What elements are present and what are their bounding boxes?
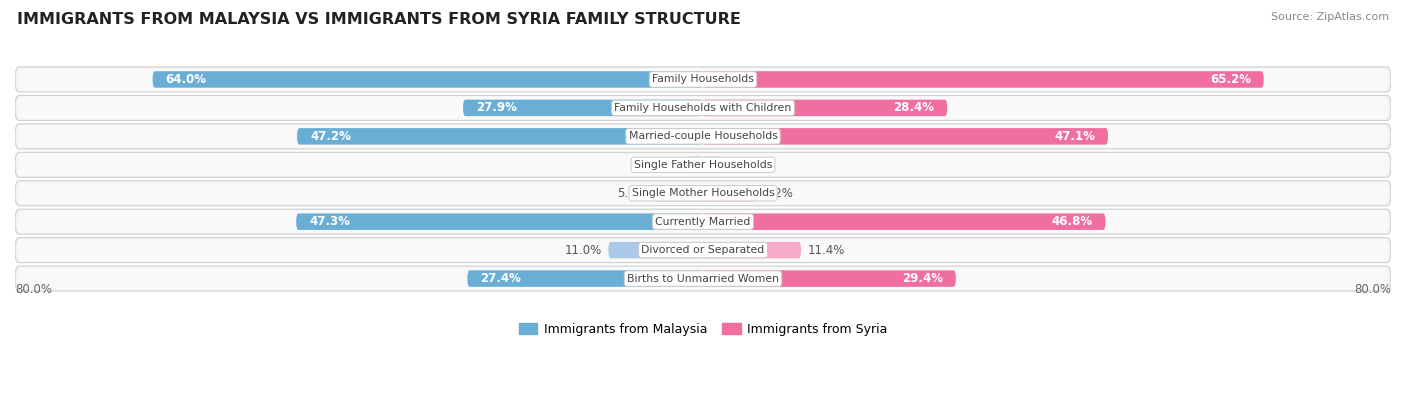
- Text: Births to Unmarried Women: Births to Unmarried Women: [627, 274, 779, 284]
- Text: Single Mother Households: Single Mother Households: [631, 188, 775, 198]
- FancyBboxPatch shape: [15, 124, 1391, 149]
- Text: Married-couple Households: Married-couple Households: [628, 132, 778, 141]
- FancyBboxPatch shape: [15, 266, 1391, 291]
- Text: Family Households: Family Households: [652, 75, 754, 85]
- Text: Divorced or Separated: Divorced or Separated: [641, 245, 765, 255]
- Text: 46.8%: 46.8%: [1052, 215, 1092, 228]
- Text: 29.4%: 29.4%: [901, 272, 943, 285]
- Text: 27.9%: 27.9%: [477, 102, 517, 115]
- FancyBboxPatch shape: [18, 125, 1388, 148]
- Text: 64.0%: 64.0%: [166, 73, 207, 86]
- FancyBboxPatch shape: [18, 68, 1388, 91]
- Text: 2.3%: 2.3%: [730, 158, 759, 171]
- FancyBboxPatch shape: [686, 156, 703, 173]
- Text: 5.7%: 5.7%: [617, 187, 647, 200]
- Text: Currently Married: Currently Married: [655, 217, 751, 227]
- Text: 47.3%: 47.3%: [309, 215, 350, 228]
- FancyBboxPatch shape: [703, 100, 948, 116]
- FancyBboxPatch shape: [18, 267, 1388, 290]
- Text: 2.0%: 2.0%: [650, 158, 679, 171]
- Text: 11.0%: 11.0%: [564, 244, 602, 257]
- FancyBboxPatch shape: [467, 270, 703, 287]
- FancyBboxPatch shape: [703, 213, 1105, 230]
- FancyBboxPatch shape: [15, 238, 1391, 263]
- FancyBboxPatch shape: [15, 67, 1391, 92]
- Legend: Immigrants from Malaysia, Immigrants from Syria: Immigrants from Malaysia, Immigrants fro…: [513, 318, 893, 341]
- Text: 80.0%: 80.0%: [15, 283, 52, 295]
- FancyBboxPatch shape: [15, 181, 1391, 206]
- Text: 28.4%: 28.4%: [893, 102, 935, 115]
- FancyBboxPatch shape: [703, 156, 723, 173]
- Text: 6.2%: 6.2%: [763, 187, 793, 200]
- FancyBboxPatch shape: [297, 128, 703, 145]
- FancyBboxPatch shape: [703, 270, 956, 287]
- FancyBboxPatch shape: [18, 153, 1388, 176]
- FancyBboxPatch shape: [609, 242, 703, 258]
- Text: 27.4%: 27.4%: [481, 272, 522, 285]
- FancyBboxPatch shape: [463, 100, 703, 116]
- FancyBboxPatch shape: [297, 213, 703, 230]
- Text: 80.0%: 80.0%: [1354, 283, 1391, 295]
- FancyBboxPatch shape: [703, 242, 801, 258]
- Text: Source: ZipAtlas.com: Source: ZipAtlas.com: [1271, 12, 1389, 22]
- FancyBboxPatch shape: [153, 71, 703, 88]
- FancyBboxPatch shape: [654, 185, 703, 201]
- FancyBboxPatch shape: [15, 209, 1391, 234]
- Text: 47.2%: 47.2%: [309, 130, 352, 143]
- Text: IMMIGRANTS FROM MALAYSIA VS IMMIGRANTS FROM SYRIA FAMILY STRUCTURE: IMMIGRANTS FROM MALAYSIA VS IMMIGRANTS F…: [17, 12, 741, 27]
- Text: Family Households with Children: Family Households with Children: [614, 103, 792, 113]
- FancyBboxPatch shape: [18, 96, 1388, 119]
- FancyBboxPatch shape: [18, 210, 1388, 233]
- Text: Single Father Households: Single Father Households: [634, 160, 772, 170]
- FancyBboxPatch shape: [15, 152, 1391, 177]
- Text: 11.4%: 11.4%: [808, 244, 845, 257]
- FancyBboxPatch shape: [18, 239, 1388, 261]
- FancyBboxPatch shape: [15, 96, 1391, 120]
- FancyBboxPatch shape: [703, 128, 1108, 145]
- FancyBboxPatch shape: [18, 182, 1388, 205]
- Text: 47.1%: 47.1%: [1054, 130, 1095, 143]
- Text: 65.2%: 65.2%: [1209, 73, 1251, 86]
- FancyBboxPatch shape: [703, 185, 756, 201]
- FancyBboxPatch shape: [703, 71, 1264, 88]
